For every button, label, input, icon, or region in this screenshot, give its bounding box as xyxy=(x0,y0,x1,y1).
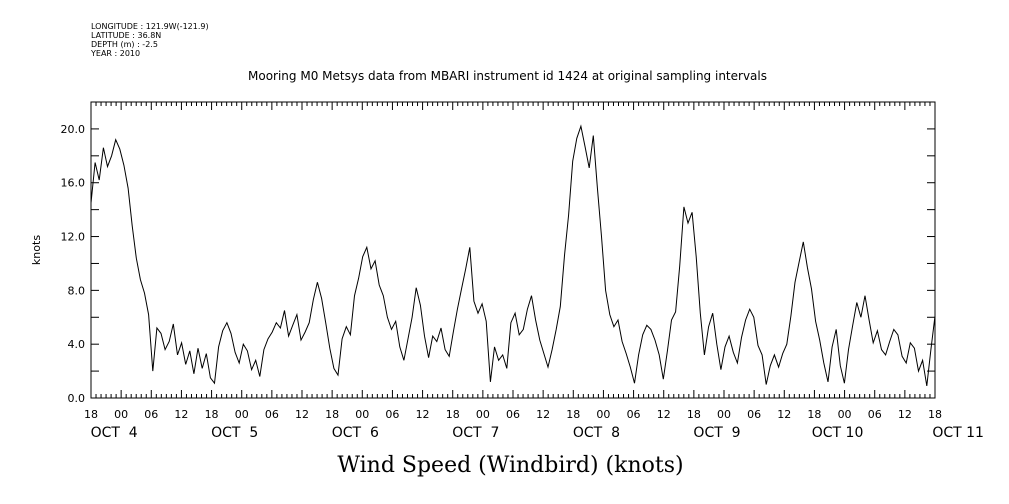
x-tick-label: 12 xyxy=(174,408,188,421)
meta-longitude: LONGITUDE : 121.9W(-121.9) xyxy=(91,22,209,31)
x-tick-label: 18 xyxy=(325,408,339,421)
x-date-label: OCT 8 xyxy=(573,425,620,441)
x-tick-label: 18 xyxy=(687,408,701,421)
x-tick-label: 18 xyxy=(84,408,98,421)
y-axis-label: knots xyxy=(30,235,43,265)
x-date-label: OCT 10 xyxy=(812,425,864,441)
x-tick-label: 18 xyxy=(807,408,821,421)
y-tick-label: 4.0 xyxy=(68,338,86,351)
y-tick-label: 20.0 xyxy=(61,123,86,136)
x-tick-label: 06 xyxy=(144,408,158,421)
y-tick-label: 16.0 xyxy=(61,177,86,190)
x-date-label: OCT 7 xyxy=(452,425,499,441)
y-tick-label: 12.0 xyxy=(61,231,86,244)
x-date-label: OCT 6 xyxy=(332,425,379,441)
x-date-label: OCT 9 xyxy=(693,425,740,441)
meta-depth: DEPTH (m) : -2.5 xyxy=(91,40,158,49)
x-tick-label: 06 xyxy=(385,408,399,421)
x-tick-label: 06 xyxy=(627,408,641,421)
y-tick-label: 0.0 xyxy=(68,392,86,405)
x-tick-label: 18 xyxy=(566,408,580,421)
chart-caption: Wind Speed (Windbird) (knots) xyxy=(337,453,684,478)
x-tick-label: 12 xyxy=(295,408,309,421)
x-tick-label: 06 xyxy=(506,408,520,421)
x-tick-label: 00 xyxy=(838,408,852,421)
meta-latitude: LATITUDE : 36.8N xyxy=(91,31,162,40)
x-tick-label: 18 xyxy=(928,408,942,421)
x-tick-label: 00 xyxy=(476,408,490,421)
x-tick-label: 12 xyxy=(777,408,791,421)
y-tick-label: 8.0 xyxy=(68,284,86,297)
x-tick-label: 12 xyxy=(536,408,550,421)
x-date-label: OCT 4 xyxy=(91,425,138,441)
meta-year: YEAR : 2010 xyxy=(91,49,141,58)
wind-speed-series-line xyxy=(90,124,936,386)
x-tick-label: 12 xyxy=(416,408,430,421)
x-tick-label: 06 xyxy=(868,408,882,421)
x-tick-label: 00 xyxy=(235,408,249,421)
x-tick-label: 18 xyxy=(205,408,219,421)
x-tick-label: 18 xyxy=(446,408,460,421)
x-tick-label: 00 xyxy=(114,408,128,421)
x-tick-label: 00 xyxy=(596,408,610,421)
x-tick-label: 12 xyxy=(898,408,912,421)
x-tick-label: 06 xyxy=(747,408,761,421)
x-tick-label: 12 xyxy=(657,408,671,421)
x-date-label: OCT 5 xyxy=(211,425,258,441)
x-tick-label: 00 xyxy=(355,408,369,421)
x-tick-label: 06 xyxy=(265,408,279,421)
x-tick-label: 00 xyxy=(717,408,731,421)
x-date-label: OCT 11 xyxy=(932,425,984,441)
chart-title: Mooring M0 Metsys data from MBARI instru… xyxy=(248,69,767,83)
